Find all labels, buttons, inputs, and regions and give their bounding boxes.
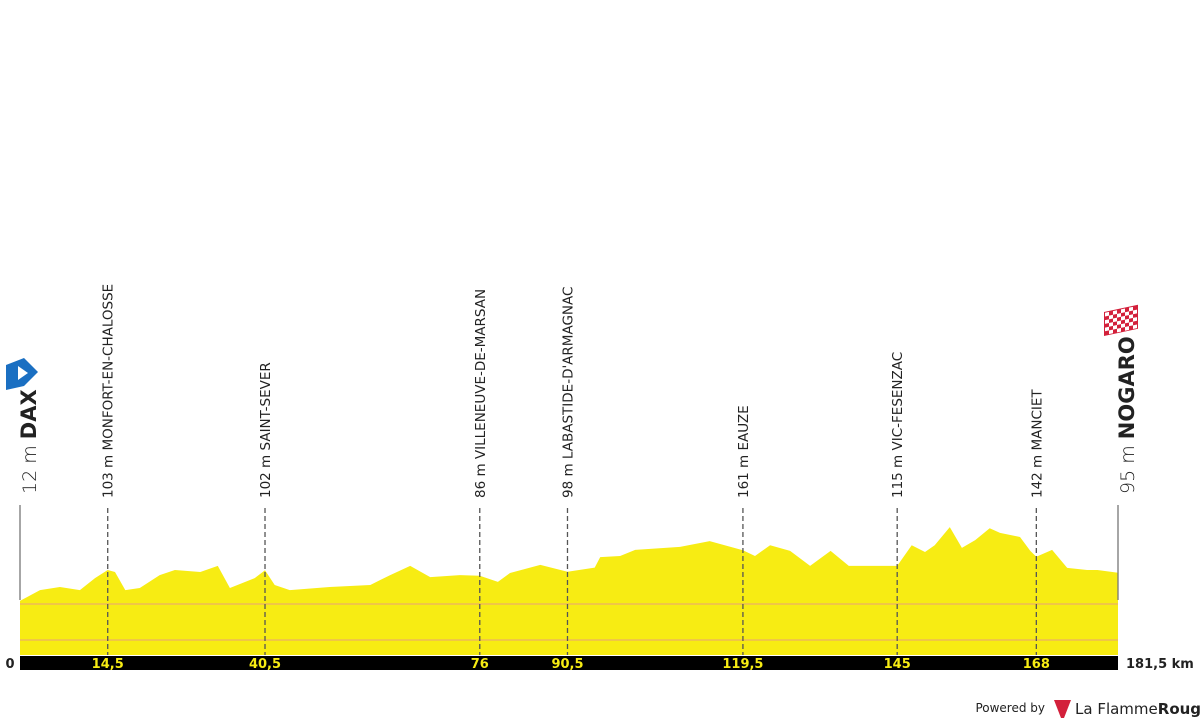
waypoint-name: VIC-FESENZAC [890,352,906,451]
start-name: DAX [17,389,41,439]
waypoint-name: LABASTIDE-D'ARMAGNAC [560,287,576,460]
x-tick-label: 90,5 [551,657,583,672]
flag-check [1133,324,1137,330]
waypoint-label: 115 m VIC-FESENZAC [890,352,906,498]
flag-check [1113,310,1117,315]
finish-flag [1104,304,1138,336]
flag-check [1109,314,1113,320]
waypoint-name: MONFORT-EN-CHALOSSE [101,284,117,451]
powered-by: Powered by [975,701,1045,715]
x-tick-label: 40,5 [249,657,281,672]
x-tick-label: 14,5 [92,657,124,672]
waypoint-label: 102 m SAINT-SEVER [258,362,274,498]
brand-bold: Rouge [1158,700,1200,718]
flag-check [1117,313,1121,318]
waypoint-altitude: 102 m [258,455,274,498]
flag-check [1113,317,1117,323]
flag-check [1121,315,1125,321]
waypoint-altitude: 142 m [1029,455,1045,498]
waypoint-altitude: 115 m [890,455,906,498]
x-tick-label: 0 [5,657,14,672]
x-tick-label: 168 [1023,657,1050,672]
brand-light: La Flamme [1075,700,1158,718]
flag-check [1113,325,1117,330]
waypoint-name: EAUZE [736,405,752,450]
flag-check [1105,319,1109,324]
flag-check [1125,326,1129,331]
waypoint-name: SAINT-SEVER [258,362,274,450]
finish-name: NOGARO [1115,336,1139,439]
flag-check [1129,306,1133,312]
start-label: 12 m DAX [17,389,41,494]
flag-check [1133,317,1137,322]
flag-check [1121,308,1125,314]
x-tick-label: 119,5 [722,657,763,672]
flag-check [1121,323,1125,328]
waypoint-altitude: 161 m [736,455,752,498]
flag-check [1105,311,1109,317]
finish-altitude: 95 m [1117,445,1139,494]
waypoint-name: MANCIET [1029,389,1045,451]
waypoint-altitude: 103 m [101,455,117,498]
waypoint-label: 86 m VILLENEUVE-DE-MARSAN [473,289,489,498]
flag-check [1109,329,1113,335]
brand-logo [1054,700,1071,718]
x-tick-label: 181,5 km [1126,657,1194,672]
x-tick-label: 145 [884,657,911,672]
flag-check [1125,318,1129,324]
waypoint-label: 98 m LABASTIDE-D'ARMAGNAC [560,287,576,498]
flag-check [1125,311,1129,316]
waypoint-altitude: 98 m [560,463,576,498]
flag-check [1109,322,1113,327]
waypoint-name: VILLENEUVE-DE-MARSAN [473,289,489,459]
start-arrow [18,366,28,380]
waypoint-label: 161 m EAUZE [736,405,752,498]
flag-check [1133,309,1137,315]
flag-check [1129,314,1133,319]
finish-label: 95 m NOGARO [1115,336,1139,494]
brand: La FlammeRouge [1075,700,1200,718]
waypoint-label: 103 m MONFORT-EN-CHALOSSE [101,284,117,498]
flag-check [1129,321,1133,327]
waypoint-altitude: 86 m [473,463,489,498]
flag-check [1117,320,1121,326]
x-tick-label: 76 [471,657,489,672]
flag-check [1117,327,1121,333]
km-bar [20,656,1118,670]
flag-check [1105,326,1109,332]
start-altitude: 12 m [19,445,41,494]
elevation-area [20,527,1118,655]
waypoint-label: 142 m MANCIET [1029,389,1045,498]
